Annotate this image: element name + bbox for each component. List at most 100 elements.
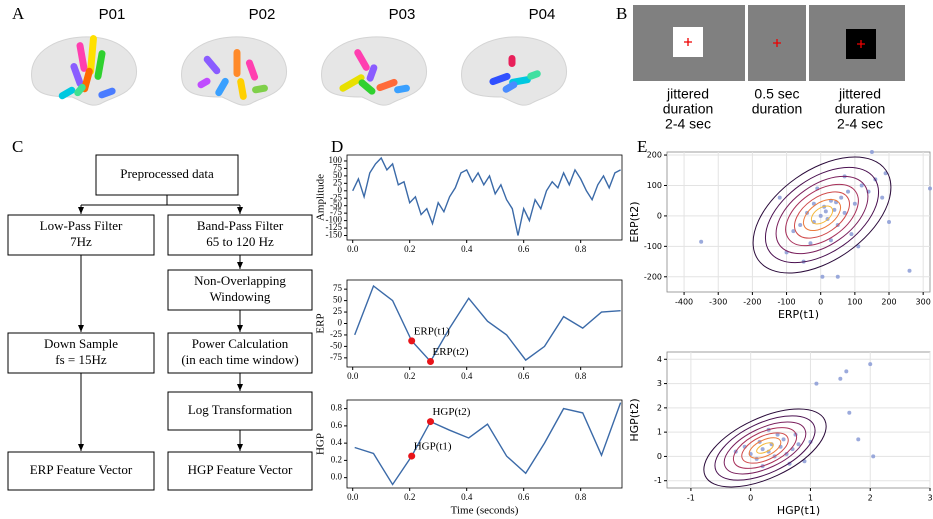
electrode: [252, 84, 268, 94]
y-axis-label: Amplitude: [315, 174, 327, 221]
plot-area: [666, 151, 931, 293]
flow-text: ERP Feature Vector: [30, 462, 133, 477]
y-tick-label: 50: [333, 170, 343, 180]
electrode: [358, 79, 376, 95]
y-tick-label: 0: [657, 211, 662, 220]
highlight-point: [408, 452, 416, 460]
electrode: [508, 55, 516, 67]
y-tick-label: 75: [333, 283, 343, 293]
y-tick-label: -50: [330, 340, 342, 350]
chart: -200 -100 0 100 200 -400 -300 -200 -100 0 100 200 30…: [628, 150, 932, 321]
x-tick-label: 0.4: [461, 492, 473, 502]
participant-label: P01: [99, 6, 126, 23]
y-tick-label: -1: [654, 476, 662, 485]
scatter-point: [699, 239, 704, 244]
electrode: [76, 42, 88, 72]
x-tick-label: 0.2: [404, 492, 415, 502]
scatter-point: [852, 201, 857, 206]
scatter-point: [808, 241, 813, 246]
panel-label: D: [331, 137, 343, 156]
plot-area: [346, 399, 623, 489]
x-tick-label: 0.2: [404, 371, 415, 381]
y-tick-label: -100: [326, 215, 343, 225]
highlight-label: ERP(t1): [414, 325, 450, 337]
flow-box: [7, 451, 155, 491]
panel-label: C: [12, 137, 23, 156]
scatter-point: [856, 437, 861, 442]
x-tick-label: 3: [927, 494, 932, 503]
x-tick-label: -1: [687, 494, 695, 503]
electrode: [203, 55, 221, 75]
scatter-point: [838, 376, 843, 381]
y-tick-label: 25: [333, 306, 343, 316]
highlight-point: [426, 358, 434, 366]
stimulus-caption: 0.5 sec: [754, 86, 799, 102]
flow-text: Low-Pass Filter: [40, 218, 123, 233]
flow-box: [95, 154, 239, 196]
y-tick-label: -125: [326, 222, 343, 232]
y-tick-label: -75: [330, 207, 342, 217]
flow-text: Band-Pass Filter: [197, 218, 284, 233]
electrode: [489, 72, 511, 86]
scatter-point: [828, 238, 833, 243]
plot-area: [666, 351, 931, 489]
flow-text: Preprocessed data: [120, 166, 214, 181]
electrode: [98, 87, 116, 99]
flow-text: Power Calculation: [192, 336, 289, 351]
y-tick-label: 0.2: [331, 454, 342, 464]
y-tick-label: 4: [657, 355, 662, 364]
electrode: [233, 49, 241, 77]
y-tick-label: 0: [338, 185, 343, 195]
plot-area: [346, 279, 623, 368]
y-tick-label: -25: [330, 192, 342, 202]
scatter-point: [766, 449, 771, 454]
scatter-point: [835, 274, 840, 279]
flow-box: [167, 451, 313, 491]
x-tick-label: 0.0: [347, 244, 359, 254]
flow-text: fs = 15Hz: [55, 352, 107, 367]
x-tick-label: 0: [748, 494, 753, 503]
electrode: [70, 63, 84, 87]
scatter-point: [839, 195, 844, 200]
scatter-point: [781, 437, 786, 442]
scatter-point: [842, 210, 847, 215]
participant-label: P03: [389, 6, 416, 23]
flow-text: Log Transformation: [188, 402, 293, 417]
scatter-point: [798, 223, 803, 228]
highlight-point: [408, 337, 416, 345]
electrode: [394, 84, 410, 94]
x-tick-label: 0.6: [518, 371, 530, 381]
x-tick-label: 0.6: [518, 492, 530, 502]
electrode: [58, 86, 76, 100]
y-tick-label: 1: [657, 428, 662, 437]
x-tick-label: 0: [818, 298, 823, 307]
scatter-point: [784, 452, 789, 456]
flow-box: [7, 214, 155, 256]
x-tick-label: -400: [675, 298, 693, 307]
electrode: [502, 81, 518, 93]
scatter-point: [859, 183, 864, 188]
electrode: [527, 70, 541, 80]
scatter-point: [883, 171, 888, 176]
electrode: [94, 50, 106, 80]
brain: [31, 35, 138, 106]
scatter-point: [820, 274, 825, 279]
scatter-point: [823, 209, 828, 214]
electrode: [197, 77, 211, 89]
y-tick-label: 3: [657, 379, 662, 388]
x-axis-label: Time (seconds): [451, 505, 519, 517]
brain: [181, 36, 288, 106]
scatter-point: [844, 369, 849, 374]
y-tick-label: -200: [644, 272, 662, 281]
y-tick-label: 100: [647, 181, 662, 190]
flow-box: [167, 269, 313, 311]
y-tick-label: 75: [333, 162, 343, 172]
x-tick-label: 0.2: [404, 244, 415, 254]
x-tick-label: 1: [808, 494, 813, 503]
stimulus-caption: 2-4 sec: [837, 116, 883, 132]
fixation-cross: [773, 39, 781, 47]
electrode: [87, 35, 97, 75]
flow-box: [167, 214, 313, 256]
scatter-point: [869, 150, 874, 154]
